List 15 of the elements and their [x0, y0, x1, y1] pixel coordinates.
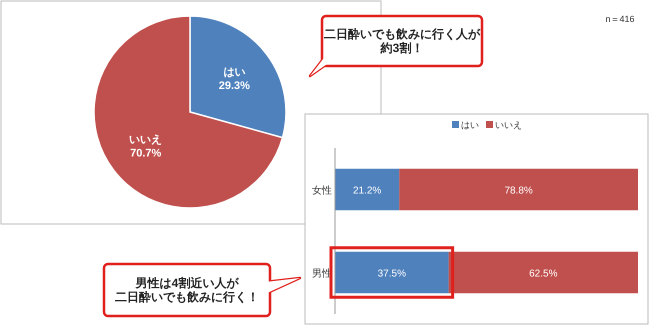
callout: 二日酔いでも飲みに行く人が約3割！ — [308, 14, 484, 78]
data-label: 37.5% — [378, 268, 406, 280]
data-label: 70.7% — [130, 147, 162, 160]
y-tick-label: 女性 — [312, 184, 332, 196]
data-label: 78.8% — [504, 186, 533, 196]
data-label: 29.3% — [218, 80, 250, 92]
slice-label: はい — [223, 66, 246, 79]
callout: 男性は4割近い人が二日酔いでも飲みに行く！ — [102, 262, 302, 318]
legend-label: はい — [461, 120, 479, 130]
slice-label: いいえ — [129, 134, 162, 146]
pie-slice — [93, 15, 284, 209]
data-label: 21.2% — [352, 186, 382, 196]
text: n＝416 — [605, 14, 635, 24]
data-label: 62.5% — [529, 268, 558, 280]
legend-label: いいえ — [495, 120, 522, 130]
